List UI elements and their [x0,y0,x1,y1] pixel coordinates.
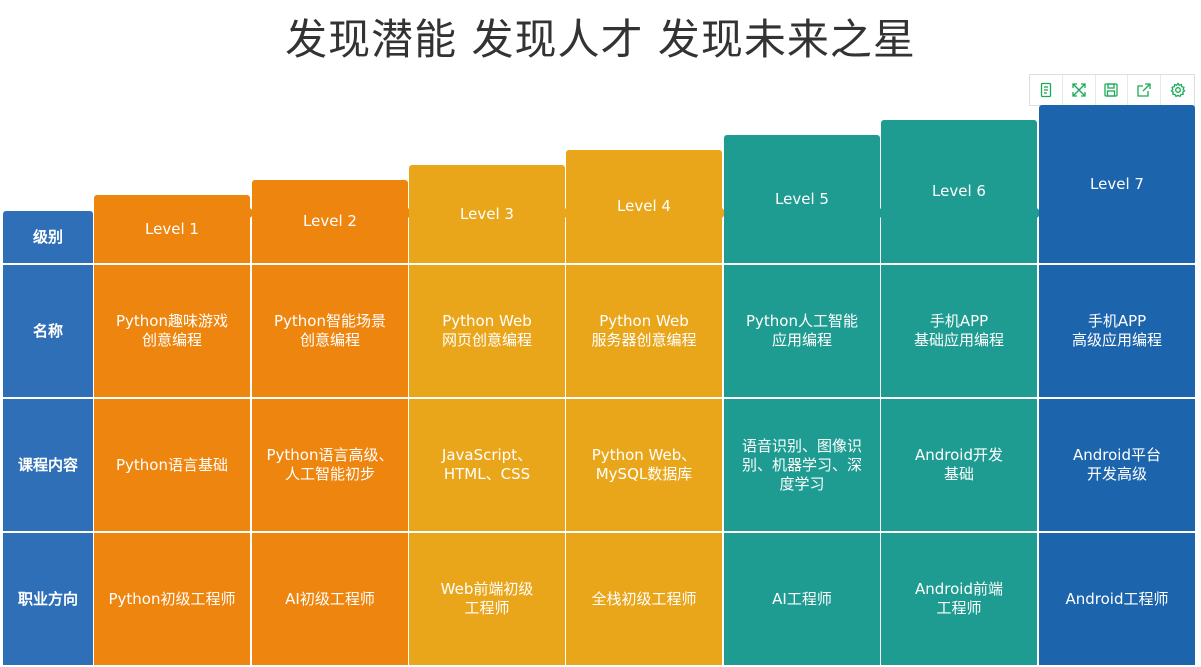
share-icon [1137,83,1151,97]
data-view-icon [1040,82,1052,98]
level-header-5: Level 5 [724,135,880,263]
level-header-3: Level 3 [409,165,565,263]
level-3-content: JavaScript、 HTML、CSS [409,399,565,531]
level-7-name: 手机APP 高级应用编程 [1039,265,1195,397]
page-title: 发现潜能 发现人才 发现未来之星 [285,15,916,64]
row-header-3: 职业方向 [3,533,93,665]
row-header-level: 级别 [3,211,93,263]
save-image-icon [1104,83,1119,97]
level-5-content: 语音识别、图像识 别、机器学习、深 度学习 [724,399,880,531]
level-1-name: Python趣味游戏 创意编程 [94,265,250,397]
row-header-2: 课程内容 [3,399,93,531]
share-button[interactable] [1128,75,1162,105]
row-header-1: 名称 [3,265,93,397]
level-1-career: Python初级工程师 [94,533,250,665]
level-7-content: Android平台 开发高级 [1039,399,1195,531]
level-6-name: 手机APP 基础应用编程 [881,265,1037,397]
level-header-4: Level 4 [566,150,722,263]
chart-toolbox [1029,74,1195,106]
level-4-name: Python Web 服务器创意编程 [566,265,722,397]
level-header-7: Level 7 [1039,105,1195,263]
zoom-icon [1072,83,1086,97]
level-2-content: Python语言高级、 人工智能初步 [252,399,408,531]
level-6-career: Android前端 工程师 [881,533,1037,665]
level-4-career: 全栈初级工程师 [566,533,722,665]
level-5-career: AI工程师 [724,533,880,665]
save-image-button[interactable] [1096,75,1129,105]
level-3-name: Python Web 网页创意编程 [409,265,565,397]
level-5-name: Python人工智能 应用编程 [724,265,880,397]
level-2-name: Python智能场景 创意编程 [252,265,408,397]
level-header-1: Level 1 [94,195,250,263]
settings-button[interactable] [1161,75,1194,105]
settings-icon [1170,82,1186,98]
data-view-button[interactable] [1030,75,1063,105]
level-4-content: Python Web、 MySQL数据库 [566,399,722,531]
zoom-button[interactable] [1063,75,1096,105]
level-1-content: Python语言基础 [94,399,250,531]
level-7-career: Android工程师 [1039,533,1195,665]
level-3-career: Web前端初级 工程师 [409,533,565,665]
level-header-2: Level 2 [252,180,408,263]
level-header-6: Level 6 [881,120,1037,263]
level-2-career: AI初级工程师 [252,533,408,665]
level-6-content: Android开发 基础 [881,399,1037,531]
